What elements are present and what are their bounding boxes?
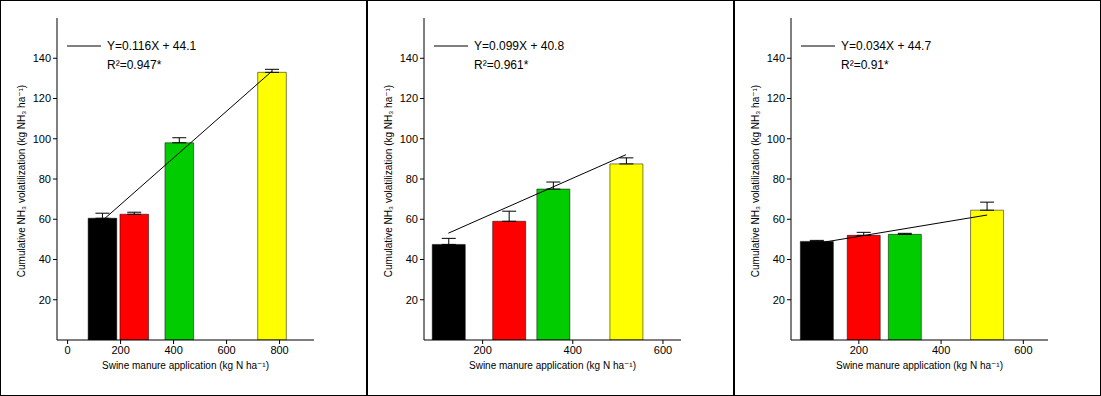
svg-text:Cumulative NH₃ volatilization: Cumulative NH₃ volatilization (kg NH₃ ha… [750,85,761,277]
svg-text:100: 100 [767,133,785,145]
svg-text:R²=0.961*: R²=0.961* [474,58,529,72]
svg-text:R²=0.947*: R²=0.947* [107,58,162,72]
svg-text:Cumulative NH₃ volatilization: Cumulative NH₃ volatilization (kg NH₃ ha… [16,85,27,277]
svg-text:600: 600 [654,344,672,356]
svg-text:100: 100 [400,133,418,145]
svg-text:Swine manure application (kg N: Swine manure application (kg N ha⁻¹) [469,360,636,371]
svg-text:R²=0.91*: R²=0.91* [841,58,889,72]
svg-text:400: 400 [164,344,182,356]
svg-text:600: 600 [217,344,235,356]
svg-text:200: 200 [111,344,129,356]
svg-text:100: 100 [33,133,51,145]
svg-text:80: 80 [39,173,51,185]
svg-text:Y=0.034X + 44.7: Y=0.034X + 44.7 [841,39,931,53]
svg-text:200: 200 [850,344,868,356]
svg-text:20: 20 [39,294,51,306]
svg-text:140: 140 [767,52,785,64]
svg-text:20: 20 [406,294,418,306]
svg-text:140: 140 [400,52,418,64]
svg-text:40: 40 [406,253,418,265]
svg-text:0: 0 [65,344,71,356]
svg-text:80: 80 [406,173,418,185]
svg-text:400: 400 [932,344,950,356]
svg-text:120: 120 [767,92,785,104]
svg-text:60: 60 [39,213,51,225]
svg-text:120: 120 [400,92,418,104]
svg-text:800: 800 [270,344,288,356]
svg-text:Swine manure application (kg N: Swine manure application (kg N ha⁻¹) [836,360,1003,371]
svg-text:200: 200 [473,344,491,356]
svg-text:120: 120 [33,92,51,104]
svg-text:400: 400 [564,344,582,356]
svg-text:Cumulative NH₃ volatilization: Cumulative NH₃ volatilization (kg NH₃ ha… [383,85,394,277]
svg-text:Y=0.116X + 44.1: Y=0.116X + 44.1 [107,39,197,53]
svg-text:60: 60 [406,213,418,225]
svg-text:Swine manure application (kg N: Swine manure application (kg N ha⁻¹) [102,360,269,371]
svg-text:600: 600 [1014,344,1032,356]
svg-text:40: 40 [773,253,785,265]
svg-text:60: 60 [773,213,785,225]
svg-text:140: 140 [33,52,51,64]
svg-text:80: 80 [773,173,785,185]
svg-text:40: 40 [39,253,51,265]
svg-text:20: 20 [773,294,785,306]
svg-text:Y=0.099X + 40.8: Y=0.099X + 40.8 [474,39,564,53]
